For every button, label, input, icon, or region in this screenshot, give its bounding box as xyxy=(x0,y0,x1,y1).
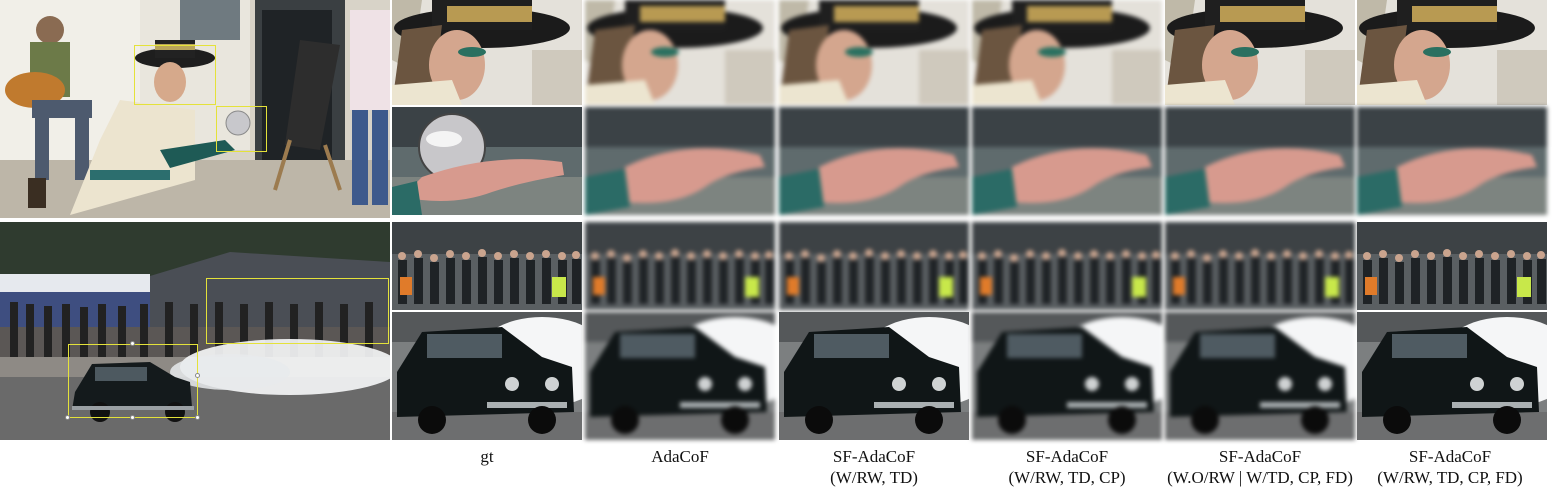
crop-face-adacof xyxy=(585,0,775,105)
crop-hand-sf-td-cp xyxy=(972,107,1162,215)
crop-face-sf-wo xyxy=(1165,0,1355,105)
crop-crowd-sf-wo xyxy=(1165,222,1355,310)
caption-line1: SF-AdaCoF xyxy=(1025,447,1109,466)
box-handle xyxy=(195,373,200,378)
crop-car-sf-wo xyxy=(1165,312,1355,440)
crop-crowd-sf-td xyxy=(779,222,969,310)
caption-sf-td-cp: SF-AdaCoF (W/RW, TD, CP) xyxy=(962,446,1172,488)
caption-line1: SF-AdaCoF xyxy=(1218,447,1302,466)
caption-line1: gt xyxy=(480,447,494,466)
crop-face-sf-td-cp xyxy=(972,0,1162,105)
caption-line1: SF-AdaCoF xyxy=(832,447,916,466)
crop-face-sf-full xyxy=(1357,0,1547,105)
highlight-box-car xyxy=(68,344,198,418)
crop-car-adacof xyxy=(585,312,775,440)
crop-car-sf-td-cp xyxy=(972,312,1162,440)
crop-car-sf-td xyxy=(779,312,969,440)
crop-crowd-sf-full xyxy=(1357,222,1547,310)
highlight-box-face xyxy=(134,45,216,105)
crop-crowd-gt xyxy=(392,222,582,310)
caption-sf-full: SF-AdaCoF (W/RW, TD, CP, FD) xyxy=(1350,446,1550,488)
crop-crowd-adacof xyxy=(585,222,775,310)
highlight-box-crowd xyxy=(206,278,389,344)
crop-hand-adacof xyxy=(585,107,775,215)
caption-adacof: AdaCoF xyxy=(585,446,775,467)
crop-car-sf-full xyxy=(1357,312,1547,440)
crop-hand-sf-td xyxy=(779,107,969,215)
box-handle xyxy=(130,341,135,346)
caption-line1: SF-AdaCoF xyxy=(1408,447,1492,466)
caption-line2: (W/RW, TD, CP) xyxy=(1008,468,1126,487)
caption-sf-td: SF-AdaCoF (W/RW, TD) xyxy=(772,446,976,488)
caption-gt: gt xyxy=(392,446,582,467)
crop-face-gt xyxy=(392,0,582,105)
crop-car-gt xyxy=(392,312,582,440)
caption-line2: (W/RW, TD) xyxy=(830,468,918,487)
crop-hand-gt xyxy=(392,107,582,215)
caption-line1: AdaCoF xyxy=(651,447,709,466)
crop-face-sf-td xyxy=(779,0,969,105)
crop-crowd-sf-td-cp xyxy=(972,222,1162,310)
caption-sf-wo: SF-AdaCoF (W.O/RW | W/TD, CP, FD) xyxy=(1150,446,1370,488)
box-handle xyxy=(195,415,200,420)
caption-line2: (W/RW, TD, CP, FD) xyxy=(1377,468,1523,487)
caption-line2: (W.O/RW | W/TD, CP, FD) xyxy=(1167,468,1353,487)
crop-hand-sf-wo xyxy=(1165,107,1355,215)
box-handle xyxy=(65,415,70,420)
box-handle xyxy=(130,415,135,420)
scene-car-image xyxy=(0,222,390,440)
highlight-box-hand xyxy=(216,106,267,152)
crop-hand-sf-full xyxy=(1357,107,1547,215)
scene-street-image xyxy=(0,0,390,218)
